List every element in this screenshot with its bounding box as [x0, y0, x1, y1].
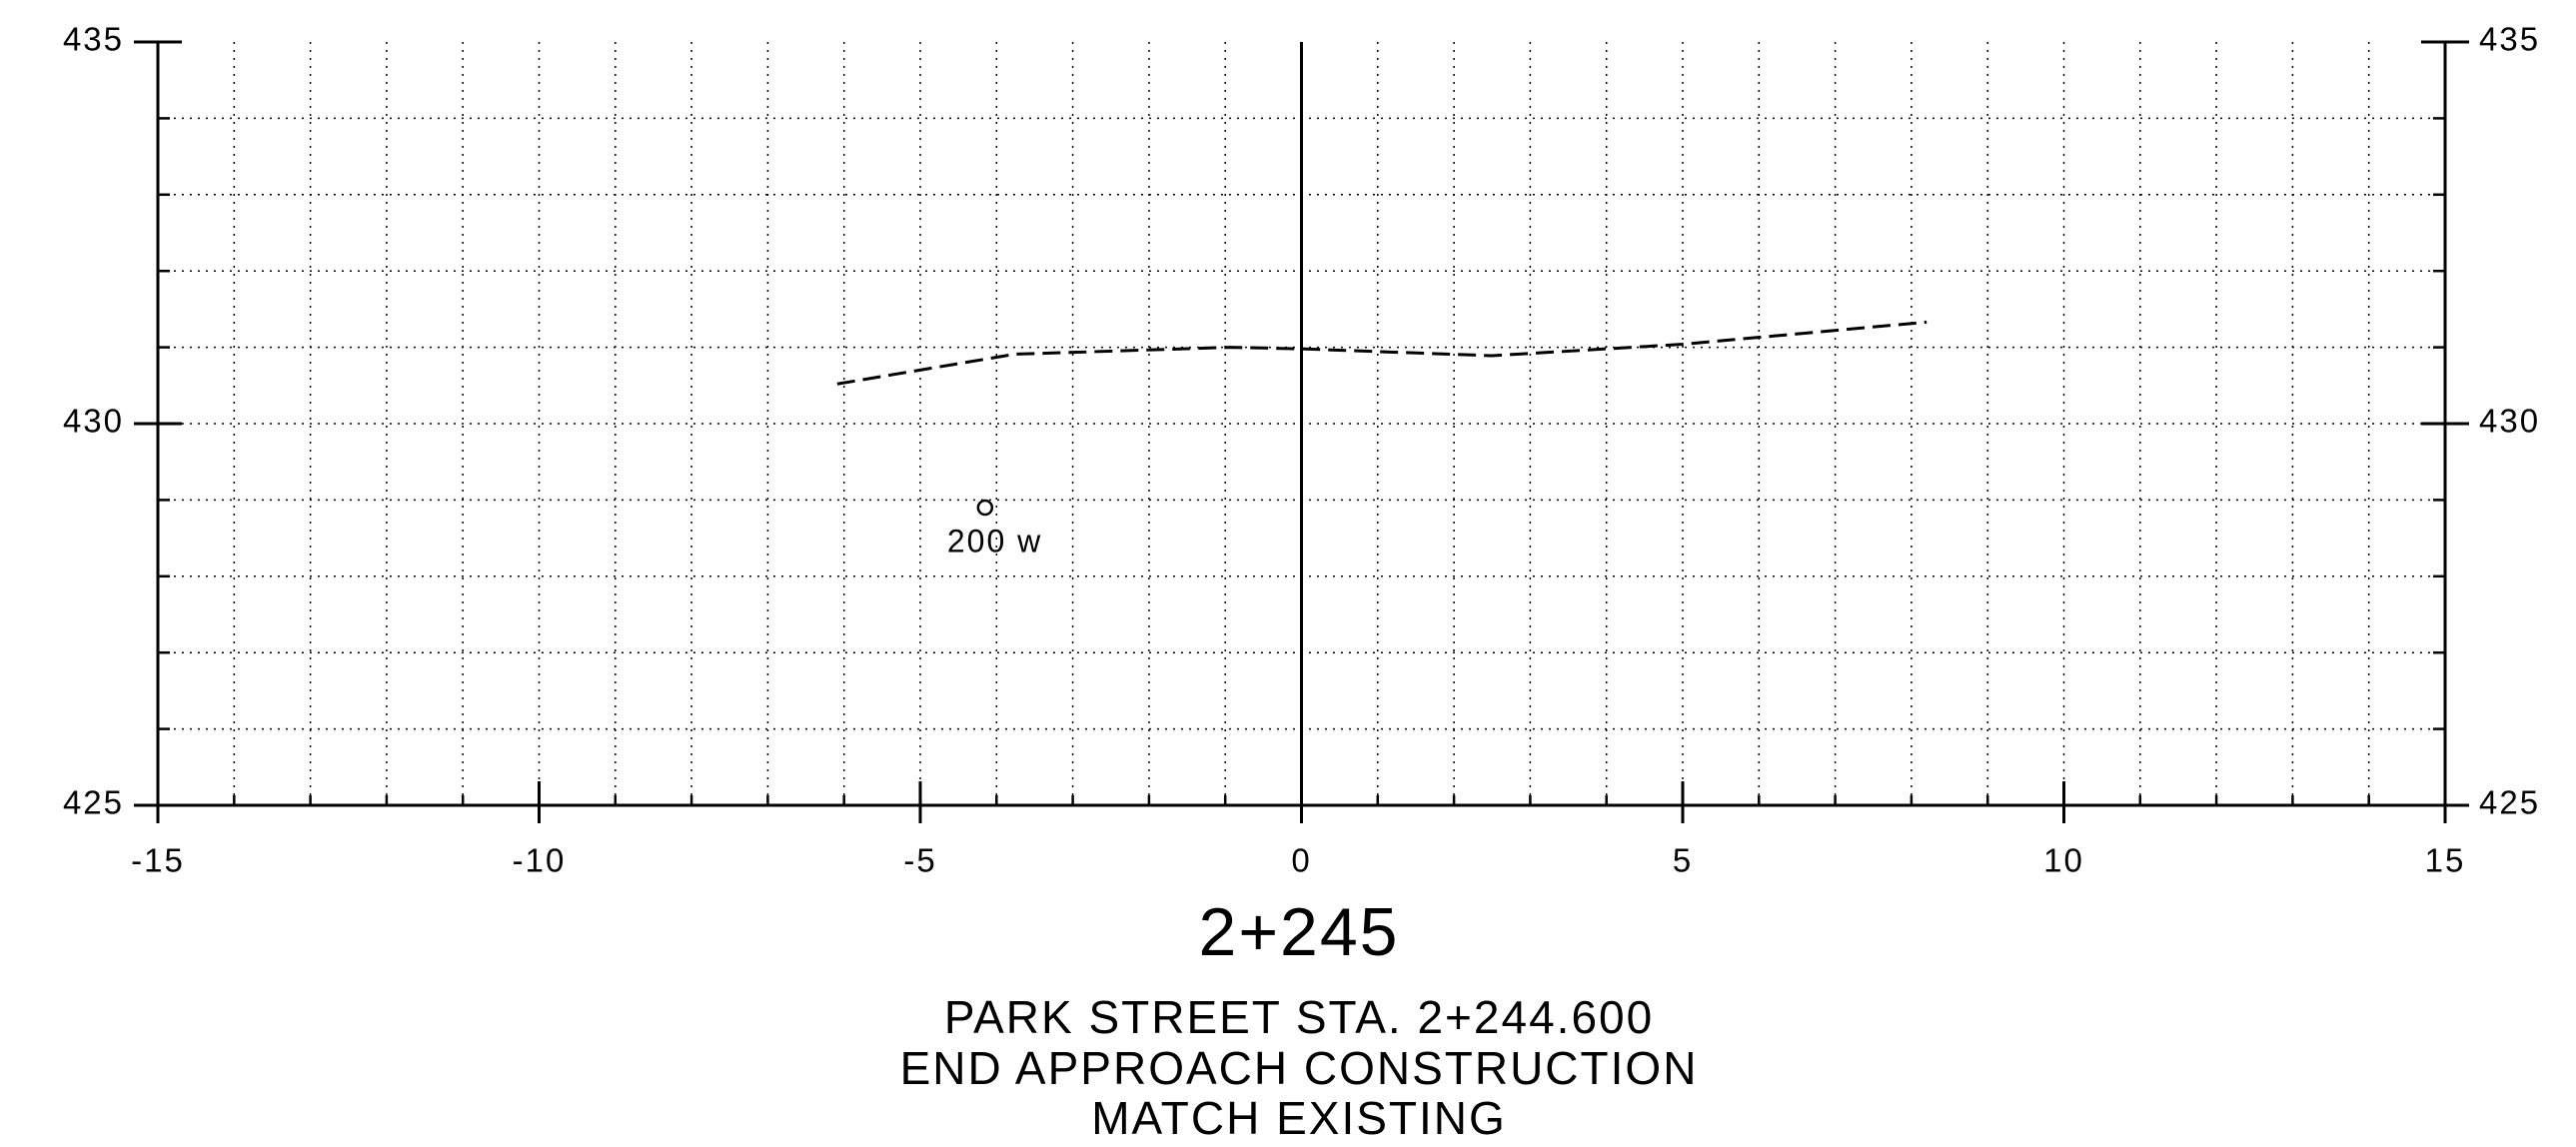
title-line: PARK STREET STA. 2+244.600 [944, 991, 1654, 1043]
y-tick-label: 435 [63, 21, 124, 58]
title-line: END APPROACH CONSTRUCTION [900, 1042, 1699, 1094]
y-tick-label: 425 [2479, 784, 2540, 821]
x-tick-label: -5 [903, 842, 936, 879]
x-tick-label: -10 [513, 842, 567, 879]
x-tick-label: 0 [1291, 842, 1311, 879]
profile-line [836, 320, 1928, 386]
y-tick-label: 425 [63, 784, 124, 821]
station-label: 2+245 [1199, 894, 1400, 970]
x-tick-label: 5 [1673, 842, 1693, 879]
y-tick-label: 430 [63, 403, 124, 440]
y-tick-label: 430 [2479, 403, 2540, 440]
point-marker [976, 499, 994, 517]
x-tick-label: -15 [131, 842, 185, 879]
x-tick-label: 15 [2425, 842, 2466, 879]
y-tick-label: 435 [2479, 21, 2540, 58]
title-line: MATCH EXISTING [1091, 1092, 1507, 1144]
x-tick-label: 10 [2043, 842, 2084, 879]
annotation-label: 200 w [947, 523, 1042, 559]
